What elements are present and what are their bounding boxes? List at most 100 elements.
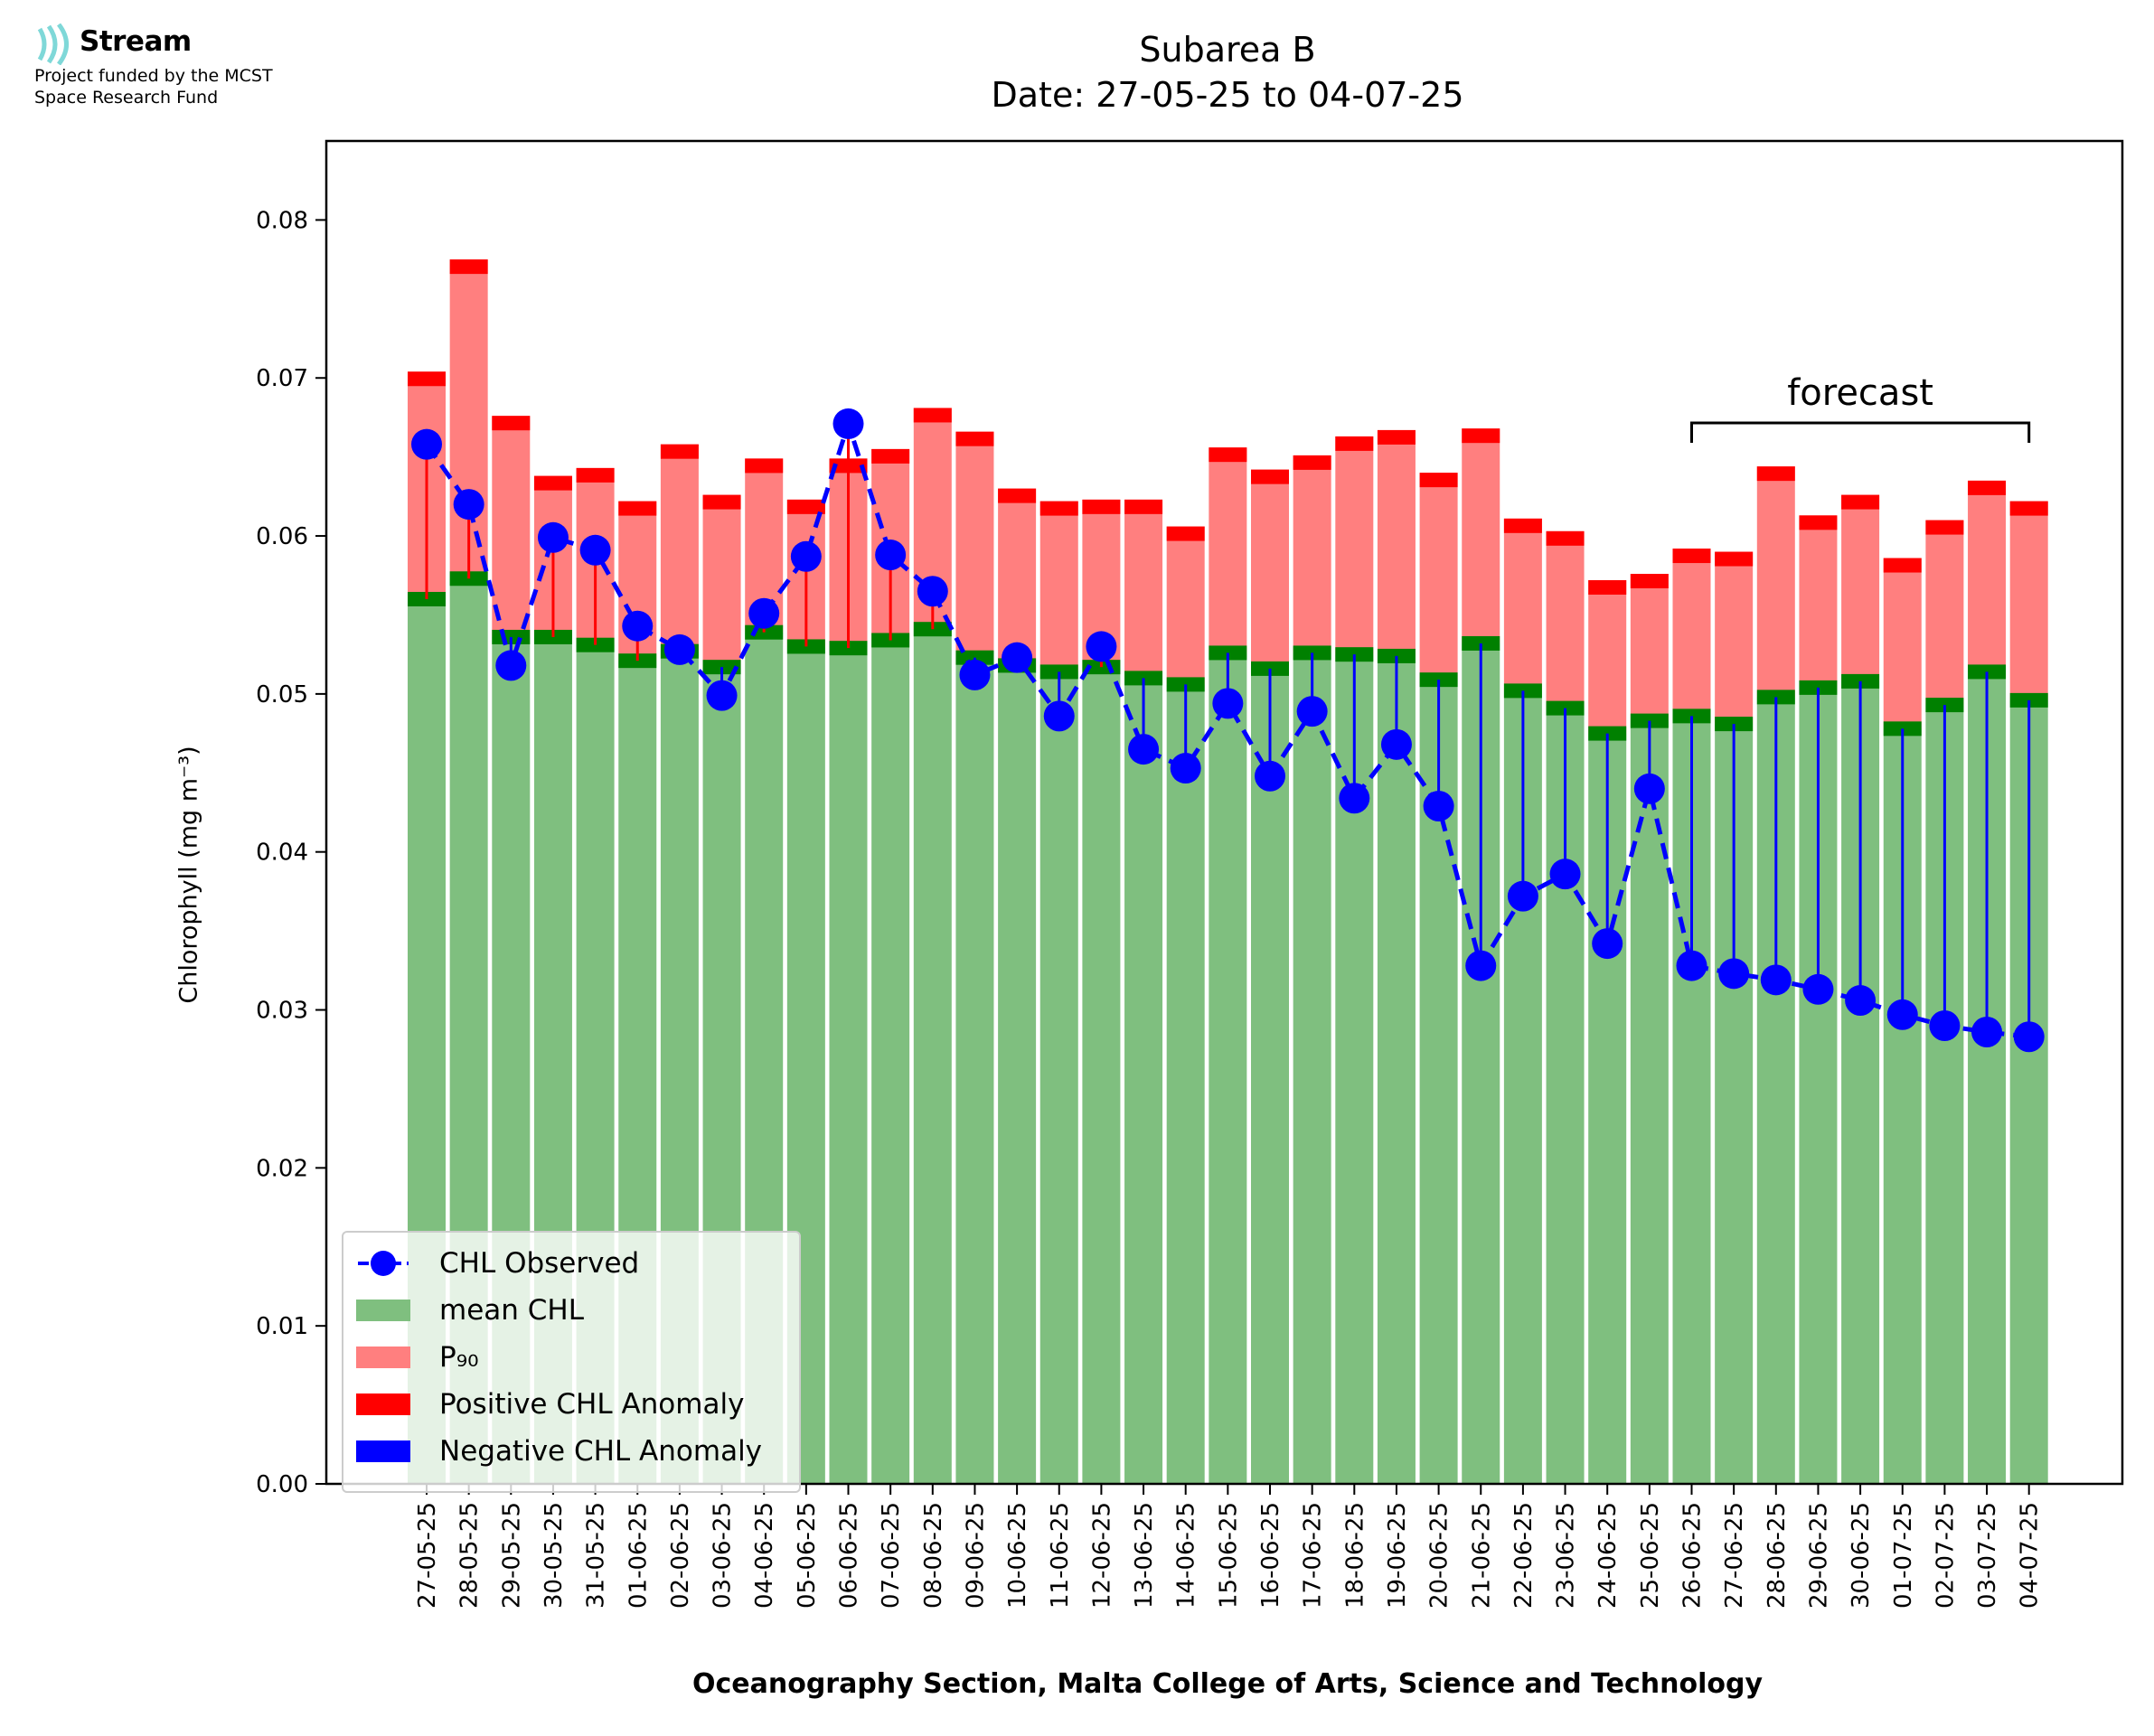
observed-point bbox=[1802, 973, 1834, 1005]
p90-cap bbox=[871, 448, 910, 464]
p90-cap bbox=[1756, 466, 1795, 482]
observed-point bbox=[1676, 950, 1707, 981]
mean-bar bbox=[871, 640, 910, 1484]
logo-subtitle-line2: Space Research Fund bbox=[34, 88, 219, 108]
p90-cap bbox=[533, 475, 572, 491]
p90-bar bbox=[1588, 580, 1627, 734]
y-axis-label: Chlorophyll (mg m⁻³) bbox=[174, 746, 203, 1004]
stream-logo: Stream Project funded by the MCST Space … bbox=[34, 23, 273, 108]
observed-point bbox=[2013, 1021, 2045, 1053]
p90-cap bbox=[1293, 455, 1331, 470]
p90-bar bbox=[1546, 530, 1585, 708]
p90-bar bbox=[1672, 549, 1711, 717]
observed-point bbox=[959, 659, 991, 690]
mean-bar bbox=[1630, 720, 1669, 1484]
x-tick-label: 22-06-25 bbox=[1510, 1502, 1538, 1609]
mean-bar bbox=[998, 665, 1037, 1484]
p90-cap bbox=[576, 467, 615, 483]
observed-point bbox=[1423, 791, 1454, 822]
observed-point bbox=[1255, 760, 1285, 792]
legend-observed-swatch bbox=[358, 1251, 409, 1276]
forecast-bracket-line bbox=[1690, 421, 2031, 443]
observed-point bbox=[1086, 631, 1117, 662]
observed-point bbox=[1929, 1010, 1961, 1042]
legend-label-observed: CHL Observed bbox=[439, 1247, 640, 1280]
y-tick-label: 0.07 bbox=[256, 365, 308, 392]
mean-bar bbox=[955, 657, 994, 1484]
x-tick-label: 28-05-25 bbox=[456, 1502, 484, 1609]
p90-cap bbox=[1166, 526, 1205, 541]
p90-cap bbox=[1335, 436, 1374, 451]
observed-point bbox=[411, 428, 442, 460]
observed-point bbox=[453, 489, 484, 521]
x-tick-label: 24-06-25 bbox=[1594, 1502, 1622, 1609]
p90-bar bbox=[1925, 520, 1964, 706]
x-tick-label: 01-07-25 bbox=[1890, 1502, 1917, 1609]
x-tick-label: 30-06-25 bbox=[1848, 1502, 1875, 1609]
mean-bar bbox=[1293, 652, 1331, 1484]
p90-cap bbox=[1419, 473, 1458, 488]
x-tick-label: 23-06-25 bbox=[1553, 1502, 1580, 1609]
observed-point bbox=[495, 650, 527, 681]
y-tick-label: 0.06 bbox=[256, 523, 308, 550]
p90-cap bbox=[786, 499, 825, 514]
x-tick-label: 09-06-25 bbox=[962, 1502, 989, 1609]
p90-cap bbox=[1251, 469, 1289, 484]
x-tick-label: 14-06-25 bbox=[1173, 1502, 1200, 1609]
x-tick-label: 08-06-25 bbox=[920, 1502, 947, 1609]
p90-bar bbox=[1630, 574, 1669, 721]
x-tick-label: 25-06-25 bbox=[1637, 1502, 1664, 1609]
observed-point bbox=[1170, 753, 1201, 784]
y-tick-label: 0.04 bbox=[256, 840, 308, 867]
observed-point bbox=[1128, 734, 1160, 765]
x-tick-label: 20-06-25 bbox=[1426, 1502, 1453, 1609]
observed-point bbox=[1465, 950, 1497, 981]
y-tick-label: 0.05 bbox=[256, 681, 308, 708]
x-tick-label: 15-06-25 bbox=[1215, 1502, 1242, 1609]
mean-bar bbox=[1039, 671, 1078, 1484]
observed-point bbox=[875, 540, 907, 571]
chart-title-block: Subarea B Date: 27-05-25 to 04-07-25 bbox=[992, 27, 1464, 117]
observed-point bbox=[663, 633, 695, 665]
x-tick-label: 29-06-25 bbox=[1805, 1502, 1832, 1609]
y-tick-label: 0.08 bbox=[256, 207, 308, 234]
y-tick-label: 0.00 bbox=[256, 1471, 308, 1498]
p90-bar bbox=[1166, 526, 1205, 685]
p90-bar bbox=[1377, 429, 1416, 656]
observed-point bbox=[1380, 728, 1412, 760]
x-tick-label: 18-06-25 bbox=[1341, 1502, 1369, 1609]
p90-bar bbox=[1968, 480, 2007, 672]
legend-label-negative: Negative CHL Anomaly bbox=[439, 1435, 763, 1468]
p90-bar bbox=[1039, 501, 1078, 672]
x-tick-label: 27-06-25 bbox=[1721, 1502, 1748, 1609]
y-tick-label: 0.03 bbox=[256, 998, 308, 1025]
x-tick-label: 21-06-25 bbox=[1468, 1502, 1495, 1609]
p90-bar bbox=[1124, 499, 1163, 679]
observed-point bbox=[917, 576, 948, 607]
x-tick-label: 07-06-25 bbox=[878, 1502, 905, 1609]
p90-cap bbox=[998, 488, 1037, 503]
observed-point bbox=[790, 540, 822, 572]
p90-cap bbox=[1672, 549, 1711, 564]
legend: CHL Observed mean CHL P₉₀ Positive CHL A… bbox=[342, 1231, 801, 1493]
p90-cap bbox=[1588, 580, 1627, 596]
x-tick-label: 04-06-25 bbox=[751, 1502, 778, 1609]
mean-bar bbox=[1166, 684, 1205, 1484]
p90-cap bbox=[1925, 520, 1964, 535]
p90-bar bbox=[1251, 469, 1289, 669]
mean-bar bbox=[1251, 668, 1289, 1484]
legend-label-mean: mean CHL bbox=[439, 1294, 584, 1327]
logo-subtitle-line1: Project funded by the MCST bbox=[34, 66, 273, 86]
legend-negative-swatch bbox=[356, 1440, 410, 1462]
observed-point bbox=[832, 408, 864, 439]
p90-bar bbox=[1715, 551, 1754, 725]
p90-cap bbox=[618, 501, 657, 516]
mean-bar bbox=[1124, 678, 1163, 1484]
p90-bar bbox=[1419, 473, 1458, 680]
p90-bar bbox=[1841, 494, 1880, 681]
observed-line-series bbox=[411, 408, 2045, 1053]
x-tick-label: 03-06-25 bbox=[710, 1502, 737, 1609]
p90-bar bbox=[702, 494, 741, 668]
observed-point bbox=[622, 610, 654, 642]
observed-point bbox=[1760, 964, 1792, 996]
